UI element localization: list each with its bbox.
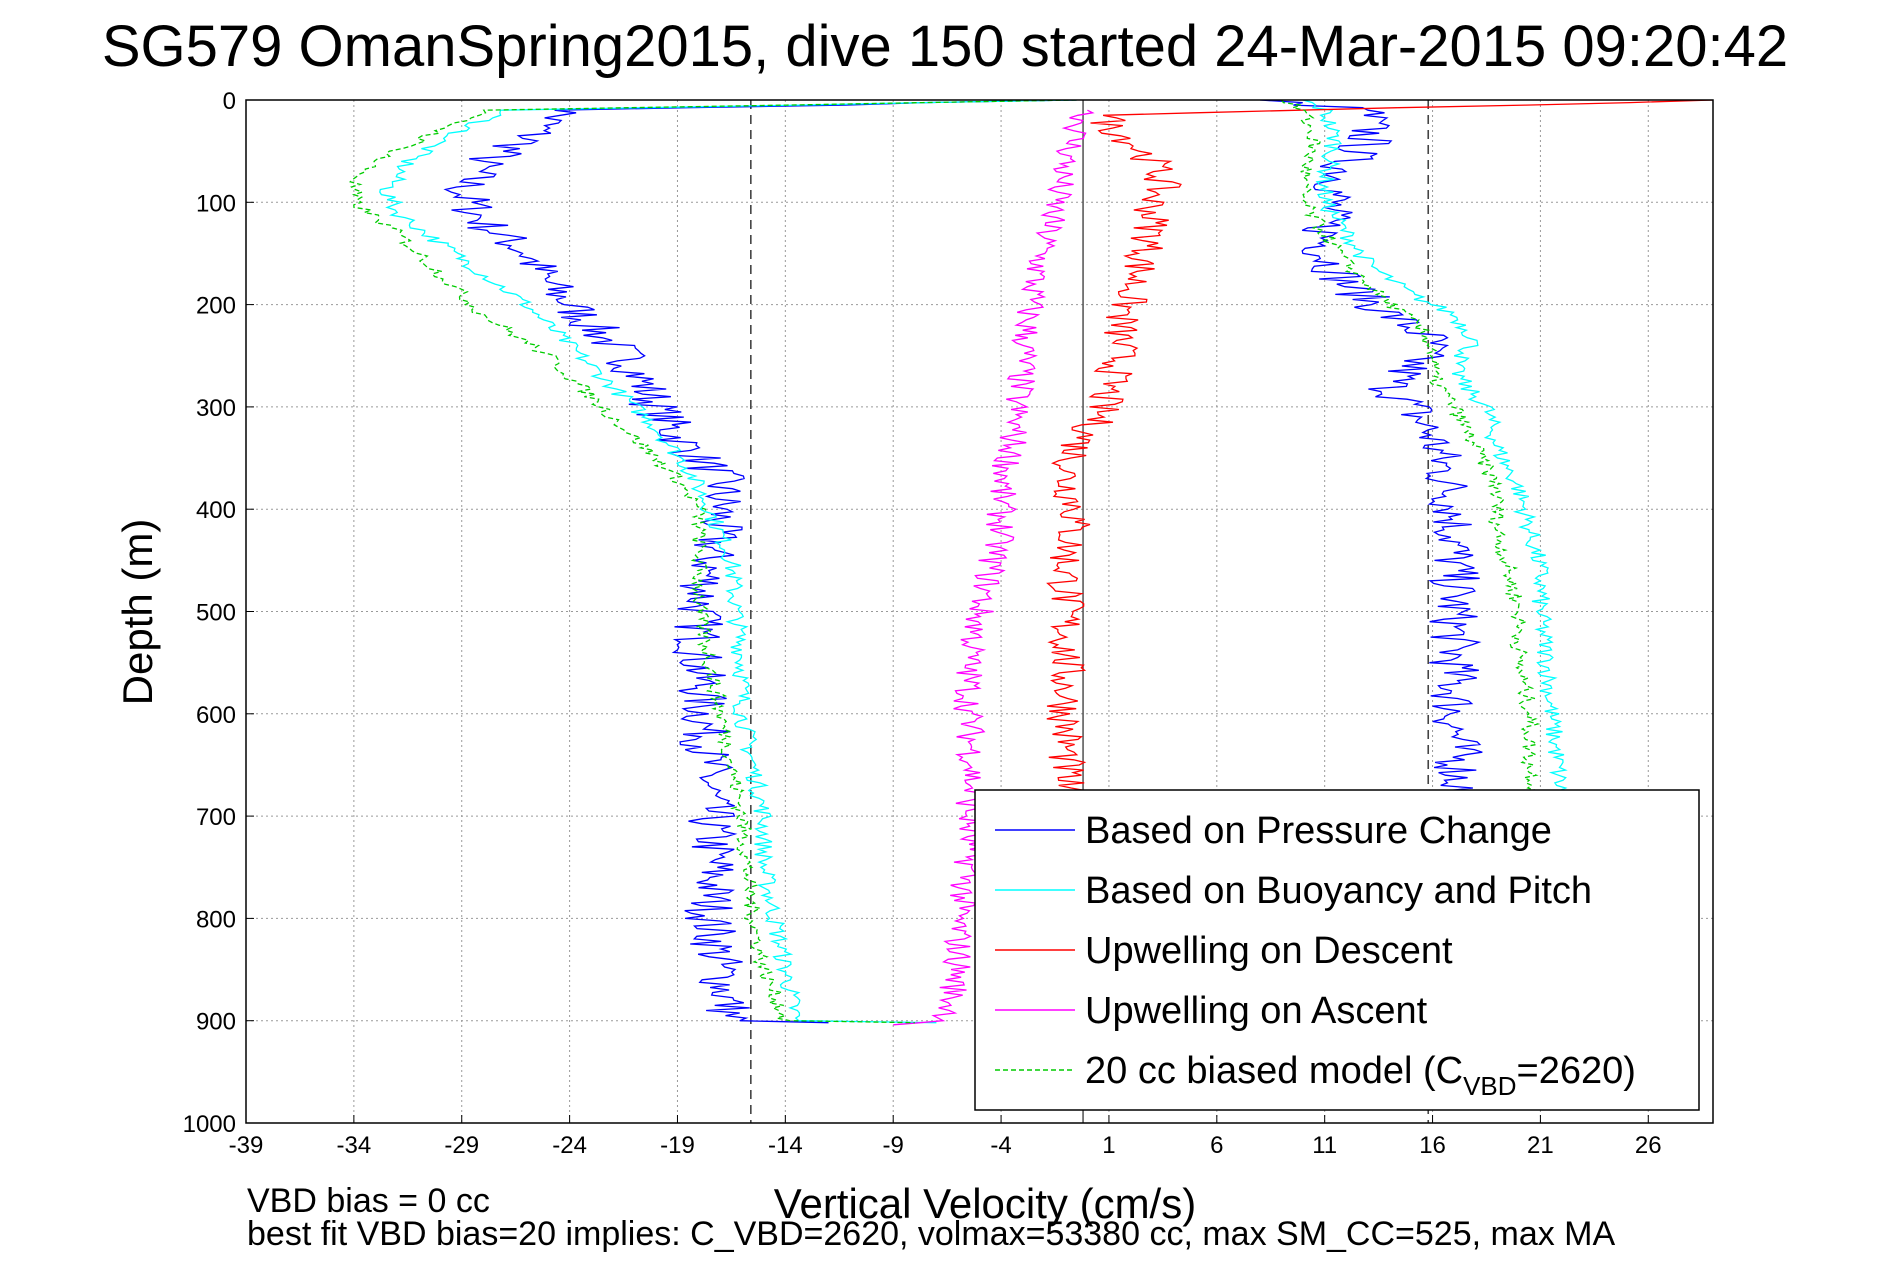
x-tick-label: 16 — [1419, 1132, 1446, 1159]
x-tick-label: -29 — [444, 1132, 479, 1159]
legend-label: Upwelling on Descent — [1085, 930, 1453, 972]
legend-box — [974, 789, 1700, 1111]
legend-label: Upwelling on Ascent — [1085, 990, 1428, 1032]
legend: Based on Pressure Change Based on Buoyanc… — [974, 789, 1700, 1111]
series-line-5 — [1280, 100, 1546, 817]
chart-title: SG579 OmanSpring2015, dive 150 started 2… — [102, 14, 1788, 79]
y-tick-label: 0 — [223, 88, 236, 115]
y-tick-label: 600 — [196, 702, 236, 729]
series-line-2 — [1302, 100, 1572, 817]
best-fit-note: best fit VBD bias=20 implies: C_VBD=2620… — [247, 1215, 1616, 1253]
x-axis-label: Vertical Velocity (cm/s) — [774, 1180, 1196, 1227]
legend-label: 20 cc biased model (CVBD=2620) — [1085, 1050, 1636, 1101]
y-tick-label: 700 — [196, 804, 236, 831]
y-tick-label: 100 — [196, 190, 236, 217]
y-tick-label: 1000 — [183, 1111, 236, 1138]
series-line-3 — [1046, 100, 1713, 817]
y-tick-label: 900 — [196, 1009, 236, 1036]
x-tick-label: 6 — [1210, 1132, 1223, 1159]
y-axis-label: Depth (m) — [114, 519, 161, 706]
x-tick-label: 1 — [1102, 1132, 1115, 1159]
x-tick-label: -39 — [229, 1132, 264, 1159]
y-tick-label: 800 — [196, 906, 236, 933]
series-line-5 — [348, 100, 1077, 1024]
axis-ticks: -39 -34 -29 -24 -19 -14 -9 -4 1 6 11 16 21 2601002003… — [183, 88, 1662, 1159]
x-tick-label: -14 — [768, 1132, 803, 1159]
vbd-bias-note: VBD bias = 0 cc — [247, 1182, 490, 1220]
y-tick-label: 200 — [196, 293, 236, 320]
grid — [245, 99, 1713, 1124]
x-tick-label: 26 — [1635, 1132, 1662, 1159]
series-line-2 — [379, 100, 1077, 1024]
y-tick-label: 400 — [196, 497, 236, 524]
y-tick-label: 300 — [196, 395, 236, 422]
x-tick-label: 21 — [1527, 1132, 1554, 1159]
x-tick-label: 11 — [1312, 1132, 1337, 1159]
x-tick-label: -4 — [990, 1132, 1011, 1159]
x-tick-label: -24 — [552, 1132, 587, 1159]
x-tick-label: -34 — [337, 1132, 372, 1159]
legend-label: Based on Pressure Change — [1085, 810, 1552, 852]
x-tick-label: -19 — [660, 1132, 695, 1159]
legend-label: Based on Buoyancy and Pitch — [1085, 870, 1592, 912]
x-tick-label: -9 — [883, 1132, 904, 1159]
series-lines — [348, 100, 1713, 1026]
y-tick-label: 500 — [196, 600, 236, 627]
